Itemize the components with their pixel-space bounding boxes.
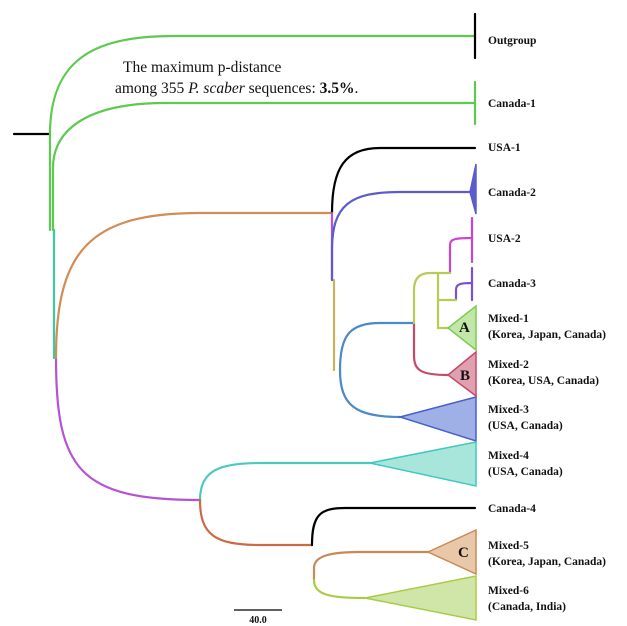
rust-branch (200, 500, 312, 545)
p-distance-note: The maximum p-distance among 355 P. scab… (115, 59, 358, 97)
tip-label-mixed-5: Mixed-5 (488, 540, 529, 552)
mixed-3-branch (340, 370, 400, 417)
canada-4-branch (312, 508, 475, 545)
mixed-6-triangle (365, 576, 476, 620)
mixed-4-triangle (370, 442, 476, 486)
tip-label-mixed-3-detail: (USA, Canada) (488, 420, 563, 432)
tip-label-mixed-6: Mixed-6 (488, 585, 529, 597)
scale-bar: 40.0 (234, 610, 282, 626)
mixed-3-triangle (400, 397, 476, 441)
clade-letter-b: B (460, 368, 470, 384)
crimson-branch (414, 323, 448, 375)
tip-label-mixed-4: Mixed-4 (488, 450, 529, 462)
note-line-2-suffix: . (355, 80, 359, 97)
note-line-1: The maximum p-distance (123, 59, 282, 76)
tip-label-mixed-5-detail: (Korea, Japan, Canada) (488, 556, 606, 568)
tip-label-usa-1: USA-1 (488, 142, 521, 154)
tip-label-canada-2: Canada-2 (488, 187, 536, 199)
tip-label-mixed-3: Mixed-3 (488, 404, 529, 416)
tip-label-mixed-4-detail: (USA, Canada) (488, 466, 563, 478)
tip-label-canada-3: Canada-3 (488, 278, 536, 290)
clade-letter-a: A (459, 320, 470, 336)
ingroup-purple-branch (56, 358, 200, 500)
upper-clade-stem (56, 213, 332, 358)
steel-blue-branch (340, 323, 414, 370)
tip-label-canada-4: Canada-4 (488, 503, 536, 515)
tip-label-usa-2: USA-2 (488, 233, 521, 245)
scale-bar-label: 40.0 (249, 615, 267, 626)
cyan-branch (200, 463, 370, 500)
note-line-2: among 355 P. scaber sequences: 3.5%. (115, 80, 358, 97)
usa-1-branch (332, 148, 475, 213)
mixed-5-branch (314, 552, 428, 580)
tip-label-mixed-1: Mixed-1 (488, 313, 529, 325)
clade-letter-c: C (458, 545, 469, 561)
tip-labels: Outgroup Canada-1 USA-1 Canada-2 USA-2 C… (488, 35, 606, 613)
usa-2-branch (450, 238, 472, 273)
note-line-2-prefix: among 355 (115, 80, 188, 97)
note-species: P. scaber (187, 80, 246, 97)
tip-label-mixed-2: Mixed-2 (488, 359, 529, 371)
mixed-6-branch (314, 580, 365, 598)
tip-label-mixed-2-detail: (Korea, USA, Canada) (488, 375, 599, 387)
note-line-2-mid: sequences: (245, 80, 320, 97)
tip-label-outgroup: Outgroup (488, 35, 536, 47)
canada-3-branch (456, 283, 472, 300)
tip-label-mixed-6-detail: (Canada, India) (488, 601, 566, 613)
tip-label-mixed-1-detail: (Korea, Japan, Canada) (488, 329, 606, 341)
note-value: 3.5% (320, 80, 355, 97)
canada-2-triangle (470, 164, 476, 214)
tip-label-canada-1: Canada-1 (488, 98, 536, 110)
